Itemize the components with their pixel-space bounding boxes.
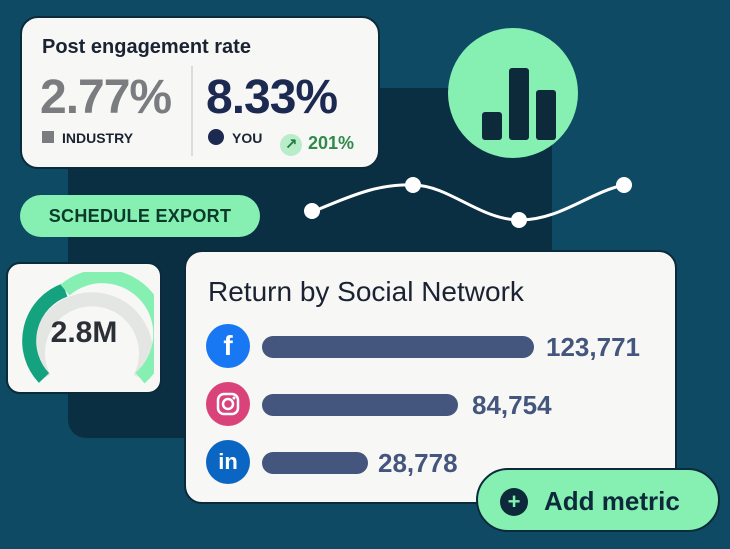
instagram-icon: [206, 382, 250, 426]
schedule-export-button[interactable]: SCHEDULE EXPORT: [20, 195, 260, 237]
industry-label: INDUSTRY: [62, 130, 134, 146]
gauge-value: 2.8M: [50, 316, 118, 349]
change-percent: 201%: [308, 133, 355, 153]
gauge-ring: [22, 272, 154, 384]
bar-chart-bar: [509, 68, 529, 140]
you-value: 8.33%: [206, 71, 338, 124]
trend-point: [304, 203, 320, 219]
industry-legend-square-icon: [42, 131, 54, 143]
linkedin-bar: [262, 452, 368, 474]
return-card: Return by Social Network f 123,771 84,75…: [184, 250, 677, 504]
return-title: Return by Social Network: [208, 276, 524, 307]
facebook-bar: [262, 336, 534, 358]
you-label: YOU: [232, 130, 263, 146]
engagement-title: Post engagement rate: [42, 36, 251, 58]
industry-value: 2.77%: [40, 71, 172, 124]
gauge-fill-light: [60, 272, 154, 384]
bar-chart-bar: [536, 90, 556, 140]
trend-point: [616, 177, 632, 193]
network-row-linkedin: in 28,778: [206, 440, 666, 484]
engagement-card: Post engagement rate 2.77% 8.33% INDUSTR…: [20, 16, 380, 169]
instagram-bar: [262, 394, 458, 416]
gauge-card: 2.8M: [6, 262, 162, 394]
trend-point: [511, 212, 527, 228]
instagram-value: 84,754: [472, 390, 552, 420]
divider: [191, 66, 193, 156]
trend-line-decoration: [304, 177, 632, 228]
arrow-up-right-icon: ↗: [280, 134, 302, 156]
bar-chart-icon: [448, 28, 578, 158]
linkedin-icon: in: [206, 440, 250, 484]
linkedin-value: 28,778: [378, 448, 458, 478]
facebook-icon: f: [206, 324, 250, 368]
facebook-value: 123,771: [546, 332, 640, 362]
plus-icon: +: [500, 488, 528, 516]
you-legend-dot-icon: [208, 129, 224, 145]
gauge-fill-dark: [22, 283, 68, 383]
bar-chart-bar: [482, 112, 502, 140]
network-row-facebook: f 123,771: [206, 324, 666, 368]
add-metric-label: Add metric: [544, 486, 680, 516]
add-metric-button[interactable]: + Add metric: [476, 468, 720, 532]
trend-point: [405, 177, 421, 193]
network-row-instagram: 84,754: [206, 382, 666, 426]
